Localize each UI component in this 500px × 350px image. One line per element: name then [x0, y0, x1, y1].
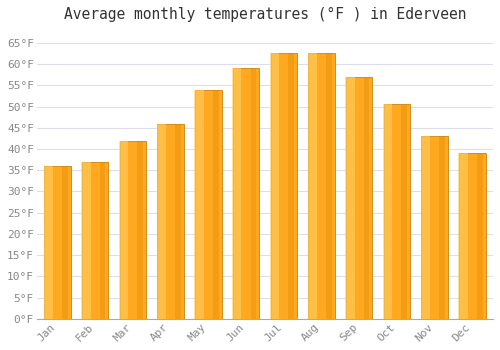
- Bar: [270, 54, 279, 319]
- Bar: [346, 77, 354, 319]
- Bar: [62, 166, 68, 319]
- Bar: [326, 54, 332, 319]
- Bar: [477, 153, 482, 319]
- Bar: [270, 54, 297, 319]
- Bar: [250, 68, 256, 319]
- Bar: [175, 124, 181, 319]
- Bar: [119, 140, 128, 319]
- Bar: [138, 140, 143, 319]
- Bar: [384, 104, 410, 319]
- Bar: [100, 162, 105, 319]
- Bar: [459, 153, 485, 319]
- Bar: [120, 140, 146, 319]
- Bar: [233, 68, 259, 319]
- Bar: [232, 68, 241, 319]
- Bar: [402, 104, 407, 319]
- Bar: [213, 90, 218, 319]
- Bar: [195, 90, 222, 319]
- Bar: [156, 124, 166, 319]
- Title: Average monthly temperatures (°F ) in Ederveen: Average monthly temperatures (°F ) in Ed…: [64, 7, 466, 22]
- Bar: [458, 153, 468, 319]
- Bar: [420, 136, 430, 319]
- Bar: [439, 136, 445, 319]
- Bar: [44, 166, 70, 319]
- Bar: [308, 54, 317, 319]
- Bar: [346, 77, 372, 319]
- Bar: [364, 77, 370, 319]
- Bar: [82, 162, 90, 319]
- Bar: [44, 166, 53, 319]
- Bar: [194, 90, 203, 319]
- Bar: [308, 54, 334, 319]
- Bar: [288, 54, 294, 319]
- Bar: [422, 136, 448, 319]
- Bar: [82, 162, 108, 319]
- Bar: [383, 104, 392, 319]
- Bar: [158, 124, 184, 319]
